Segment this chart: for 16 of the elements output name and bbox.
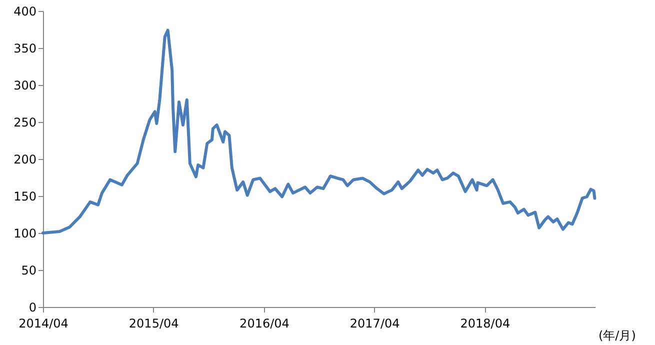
- y-tick-label: 250: [14, 116, 36, 130]
- y-tick-label: 200: [14, 152, 36, 166]
- x-axis-title: (年/月): [598, 328, 636, 342]
- x-tick-label: 2018/04: [460, 316, 510, 330]
- y-tick-label: 350: [14, 42, 36, 56]
- y-tick-label: 400: [14, 4, 36, 18]
- y-tick-label: 300: [14, 78, 36, 92]
- line-series: [42, 28, 596, 234]
- x-tick-label: 2017/04: [350, 316, 400, 330]
- y-tick-label: 50: [21, 264, 36, 278]
- y-tick-label: 0: [28, 300, 36, 314]
- x-tick-label: 2016/04: [240, 316, 290, 330]
- y-tick-label: 150: [14, 190, 36, 204]
- y-tick-label: 100: [14, 226, 36, 240]
- x-tick-label: 2014/04: [18, 316, 68, 330]
- x-tick-label: 2015/04: [128, 316, 179, 330]
